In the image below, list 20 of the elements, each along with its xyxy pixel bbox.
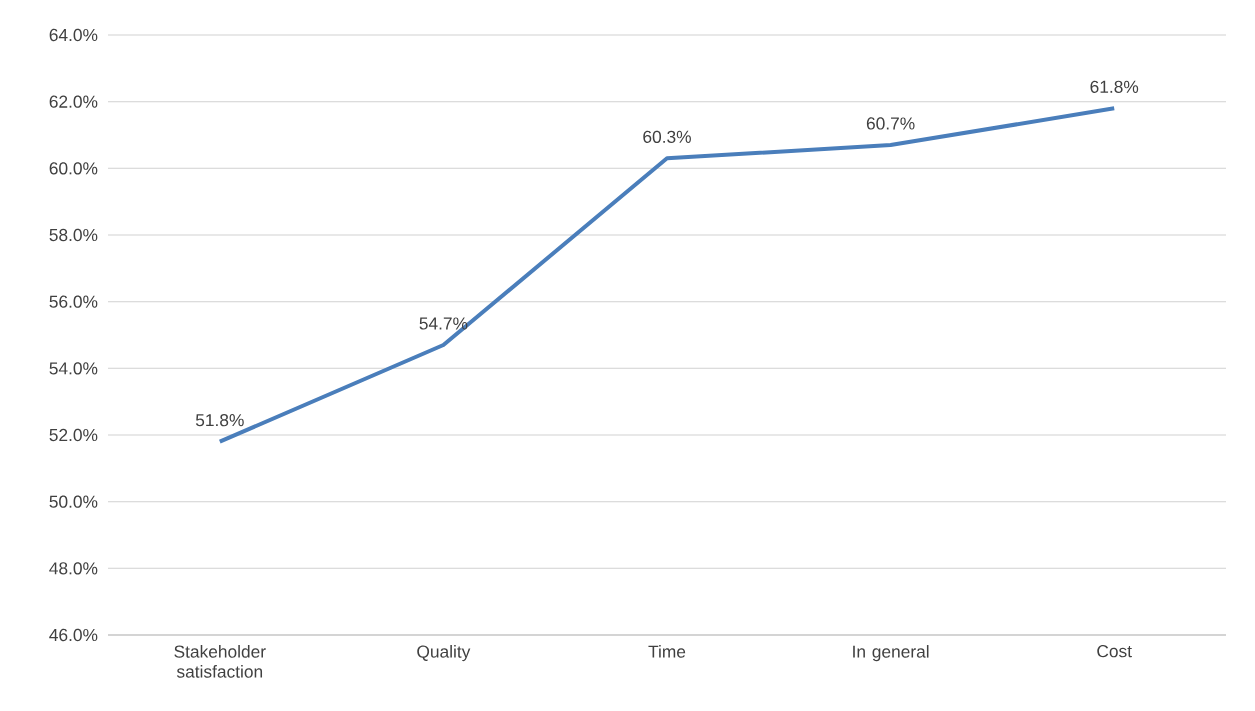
data-label: 54.7% xyxy=(419,317,468,330)
y-tick-label: 50.0% xyxy=(49,495,98,508)
x-tick-label: Time xyxy=(648,645,686,658)
data-label: 61.8% xyxy=(1090,80,1139,93)
y-tick-label: 46.0% xyxy=(49,628,98,642)
data-label: 60.7% xyxy=(866,117,915,130)
data-label: 51.8% xyxy=(195,414,244,427)
y-tick-label: 64.0% xyxy=(49,28,98,42)
x-tick-label: Stakeholder satisfaction xyxy=(174,645,266,678)
x-tick-label: In general xyxy=(853,645,929,662)
y-tick-label: 56.0% xyxy=(49,295,98,308)
y-tick-label: 52.0% xyxy=(49,428,98,442)
y-tick-label: 48.0% xyxy=(49,562,98,575)
data-label: 60.3% xyxy=(643,130,691,143)
y-tick-label: 58.0% xyxy=(49,228,98,242)
y-tick-label: 54.0% xyxy=(49,362,98,375)
x-tick-label: Quality xyxy=(417,645,471,662)
y-tick-label: 62.0% xyxy=(49,95,98,108)
x-tick-label: Cost xyxy=(1097,645,1132,658)
y-tick-label: 60.0% xyxy=(49,162,98,175)
